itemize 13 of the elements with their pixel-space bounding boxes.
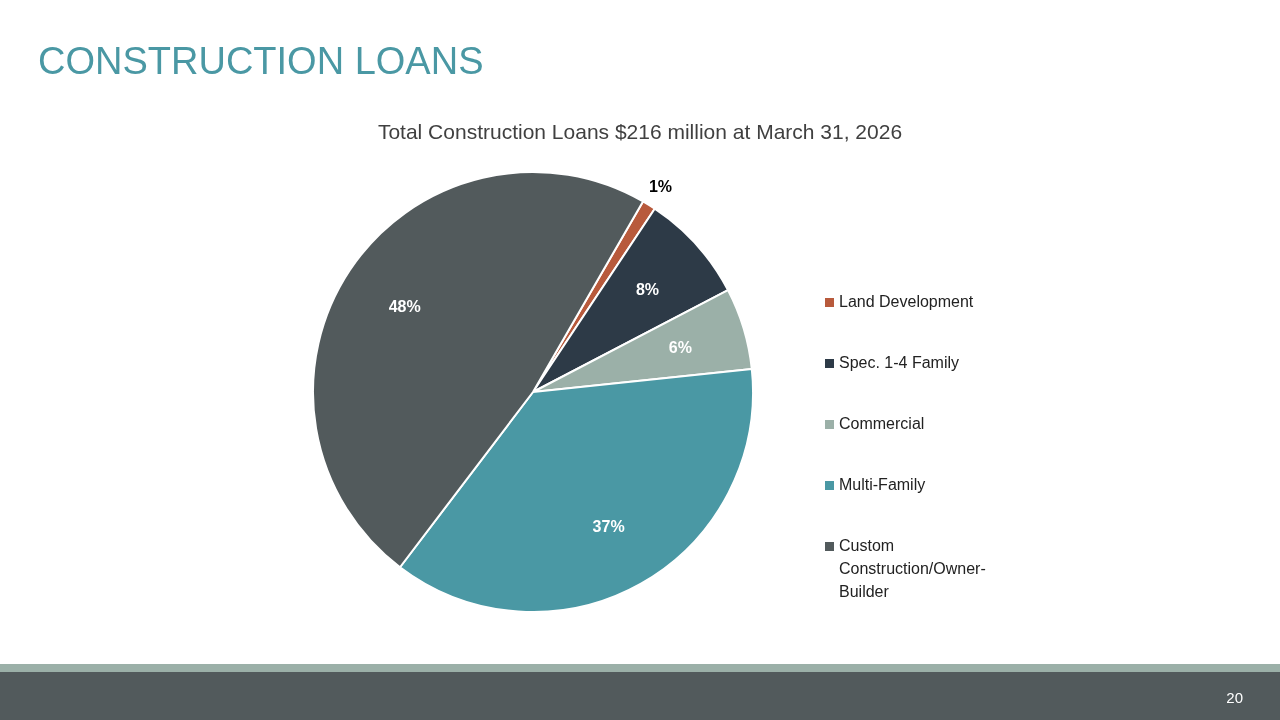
chart-subtitle: Total Construction Loans $216 million at March 31, 2026 bbox=[377, 120, 903, 143]
legend-label: Land Development bbox=[839, 293, 974, 310]
legend-label: Spec. 1-4 Family bbox=[839, 354, 960, 371]
legend-label: Multi-Family bbox=[839, 476, 926, 493]
data-label: 48% bbox=[388, 298, 421, 316]
text: 20 bbox=[1226, 689, 1243, 706]
chart-title: CONSTRUCTION LOANS bbox=[38, 40, 484, 82]
data-label: 37% bbox=[592, 517, 625, 535]
legend-label: Custom Construction/Owner-Builder bbox=[839, 537, 986, 600]
legend-label: Commercial bbox=[839, 415, 925, 432]
data-label: 1% bbox=[648, 177, 673, 195]
data-label: 6% bbox=[668, 339, 692, 357]
data-label: 8% bbox=[635, 280, 660, 298]
